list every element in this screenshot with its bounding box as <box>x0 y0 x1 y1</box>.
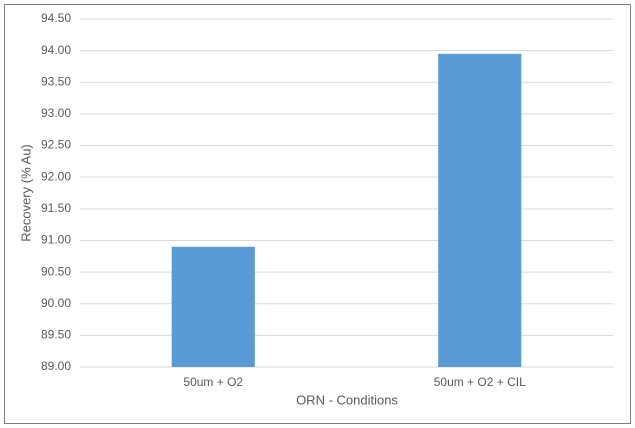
chart-border <box>4 4 631 424</box>
y-tick-label: 94.50 <box>41 11 71 25</box>
bar <box>171 246 255 367</box>
y-tick-label: 93.00 <box>41 106 71 120</box>
y-tick-label: 92.50 <box>41 138 71 152</box>
y-tick-label: 90.50 <box>41 264 71 278</box>
y-tick-label: 90.00 <box>41 296 71 310</box>
y-axis-title: Recovery (% Au) <box>18 144 33 242</box>
x-tick-label: 50um + O2 <box>183 375 243 389</box>
y-tick-label: 93.50 <box>41 74 71 88</box>
bar <box>438 53 522 368</box>
y-tick-label: 94.00 <box>41 43 71 57</box>
y-tick-label: 91.00 <box>41 233 71 247</box>
y-tick-label: 92.00 <box>41 169 71 183</box>
y-tick-label: 89.00 <box>41 359 71 373</box>
x-axis-title: ORN - Conditions <box>296 392 398 407</box>
y-tick-label: 89.50 <box>41 328 71 342</box>
x-tick-label: 50um + O2 + CIL <box>434 375 526 389</box>
y-tick-label: 91.50 <box>41 201 71 215</box>
